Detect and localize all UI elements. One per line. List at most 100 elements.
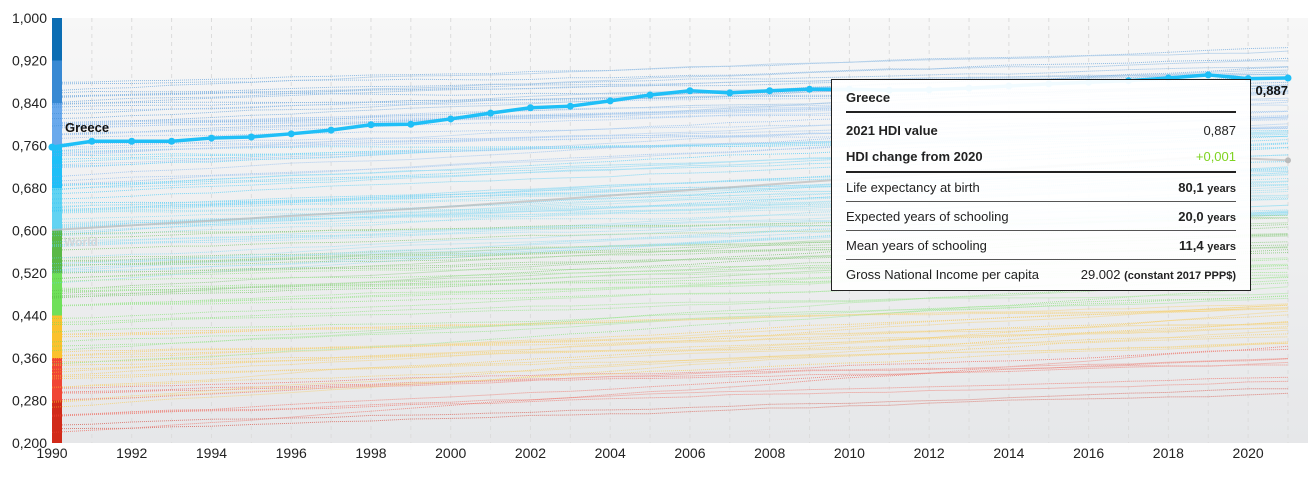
tooltip-row-gni: Gross National Income per capita 29.002 … (846, 260, 1236, 289)
country-line (51, 297, 1289, 333)
tooltip-row-life-expectancy: Life expectancy at birth 80,1 years (846, 173, 1236, 202)
greece-point (407, 120, 415, 128)
country-line (51, 50, 1289, 83)
y-tick-label: 0,840 (12, 95, 47, 111)
country-line (51, 66, 1289, 120)
greece-point (207, 134, 215, 142)
x-tick-label: 1996 (276, 445, 307, 461)
x-tick-label: 2004 (595, 445, 626, 461)
x-tick-label: 2014 (993, 445, 1024, 461)
country-line (51, 276, 1289, 352)
hdi-label: 2021 HDI value (846, 122, 938, 138)
row-value: 11,4 (1179, 237, 1204, 253)
greece-point (487, 109, 495, 117)
greece-point (447, 115, 455, 123)
country-line (51, 358, 1289, 416)
world-label: World (64, 235, 98, 249)
greece-point (367, 121, 375, 129)
x-tick-label: 2002 (515, 445, 546, 461)
greece-point (646, 91, 654, 99)
country-line (51, 214, 1289, 272)
greece-point (526, 104, 534, 112)
greece-point (128, 137, 136, 145)
country-line (51, 295, 1289, 343)
greece-point (327, 126, 335, 134)
greece-point (726, 89, 734, 97)
country-line (51, 321, 1289, 377)
row-unit: years (1207, 240, 1236, 253)
x-tick-label: 1994 (196, 445, 227, 461)
greece-point (566, 102, 574, 110)
country-line (51, 348, 1289, 401)
country-line (51, 184, 1289, 237)
greece-point (606, 97, 614, 105)
color-scale-segment (52, 18, 62, 61)
world-end-point (1285, 157, 1291, 164)
tooltip-row-mean-schooling: Mean years of schooling 11,4 years (846, 231, 1236, 260)
country-line (51, 222, 1289, 280)
greece-point (766, 87, 774, 95)
change-value: +0,001 (1195, 148, 1236, 164)
country-line (52, 361, 1289, 394)
country-line (51, 392, 1289, 430)
x-tick-label: 2012 (914, 445, 945, 461)
tooltip-change-row: HDI change from 2020 +0,001 (846, 143, 1236, 169)
change-label: HDI change from 2020 (846, 148, 983, 164)
greece-point (1284, 74, 1292, 82)
row-unit: years (1207, 182, 1236, 195)
greece-point (88, 137, 96, 145)
country-line (51, 314, 1289, 370)
x-tick-label: 1990 (36, 445, 67, 461)
country-line (51, 60, 1289, 85)
row-value: 29.002 (1080, 267, 1121, 282)
country-line (51, 127, 1289, 182)
country-line (51, 376, 1289, 417)
greece-point (168, 137, 176, 145)
greece-point (287, 130, 295, 138)
country-line (51, 321, 1289, 402)
x-tick-label: 2020 (1233, 445, 1264, 461)
y-tick-label: 0,760 (12, 138, 47, 154)
country-line (51, 364, 1288, 389)
tooltip-hdi-row: 2021 HDI value 0,887 (846, 117, 1236, 143)
country-line (51, 380, 1289, 417)
x-tick-label: 1992 (116, 445, 147, 461)
country-line (51, 304, 1289, 360)
y-tick-label: 1,000 (12, 10, 47, 26)
color-scale-segment (52, 315, 62, 358)
row-label: Mean years of schooling (846, 237, 987, 253)
y-tick-label: 0,680 (12, 180, 47, 196)
color-scale-segment (52, 103, 62, 146)
row-unit: (constant 2017 PPP$) (1124, 270, 1236, 282)
country-line (51, 388, 1289, 426)
country-line (51, 333, 1289, 378)
country-line (51, 282, 1289, 325)
y-tick-label: 0,600 (12, 223, 47, 239)
color-scale-segment (52, 60, 62, 103)
x-tick-label: 1998 (355, 445, 386, 461)
x-tick-label: 2008 (754, 445, 785, 461)
country-line (51, 292, 1289, 323)
row-label: Gross National Income per capita (846, 267, 1039, 282)
y-tick-label: 0,520 (12, 265, 47, 281)
row-value: 20,0 (1178, 208, 1204, 224)
country-line (51, 57, 1289, 104)
x-tick-label: 2010 (834, 445, 865, 461)
greece-point (686, 87, 694, 95)
x-tick-label: 2018 (1153, 445, 1184, 461)
y-tick-label: 0,440 (12, 308, 47, 324)
row-value: 80,1 (1178, 179, 1204, 195)
color-scale-segment (52, 230, 62, 273)
country-line (51, 342, 1289, 388)
country-line (51, 310, 1289, 389)
color-scale-segment (52, 145, 62, 188)
country-line (51, 303, 1289, 338)
greece-label: Greece (65, 120, 109, 135)
y-tick-label: 0,360 (12, 350, 47, 366)
country-line (51, 345, 1289, 433)
country-line (51, 212, 1289, 274)
country-line (51, 69, 1289, 105)
y-tick-label: 0,920 (12, 53, 47, 69)
country-line (51, 123, 1289, 185)
